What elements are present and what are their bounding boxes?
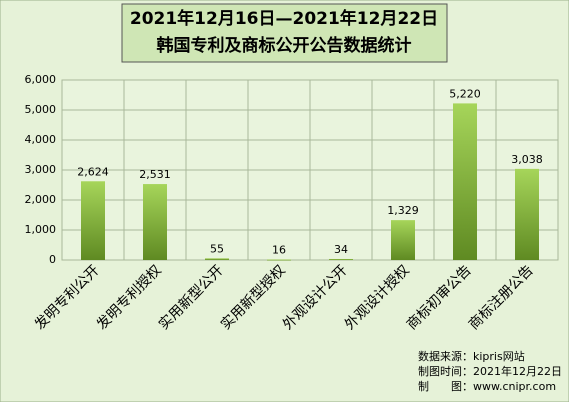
- title-box: [121, 3, 448, 63]
- bar: [453, 103, 477, 261]
- bar: [205, 258, 229, 260]
- bar: [81, 181, 105, 260]
- chart-title: 2021年12月16日—2021年12月22日: [130, 8, 438, 29]
- value-label: 16: [272, 244, 286, 257]
- y-tick-label: 2,000: [25, 193, 57, 206]
- y-tick-label: 4,000: [25, 133, 57, 146]
- y-tick-label: 1,000: [25, 223, 57, 236]
- source-note: 制 图：www.cnipr.com: [418, 380, 556, 393]
- value-label: 5,220: [449, 87, 481, 100]
- bar: [267, 259, 291, 261]
- value-label: 1,329: [387, 204, 419, 217]
- bar: [391, 220, 415, 260]
- y-tick-label: 5,000: [25, 103, 57, 116]
- value-label: 2,531: [139, 168, 171, 181]
- y-tick-label: 6,000: [25, 73, 57, 86]
- source-note: 制图时间：2021年12月22日: [418, 364, 562, 378]
- value-label: 3,038: [511, 153, 543, 166]
- bar: [329, 258, 353, 260]
- value-label: 2,624: [77, 165, 109, 178]
- source-note: 数据来源：kipris网站: [418, 349, 525, 363]
- y-tick-label: 0: [49, 253, 56, 266]
- value-label: 55: [210, 242, 224, 255]
- value-label: 34: [334, 243, 348, 256]
- chart-subtitle: 韩国专利及商标公开公告数据统计: [157, 35, 412, 56]
- bar: [515, 168, 539, 260]
- bar: [143, 184, 167, 260]
- y-tick-label: 3,000: [25, 163, 57, 176]
